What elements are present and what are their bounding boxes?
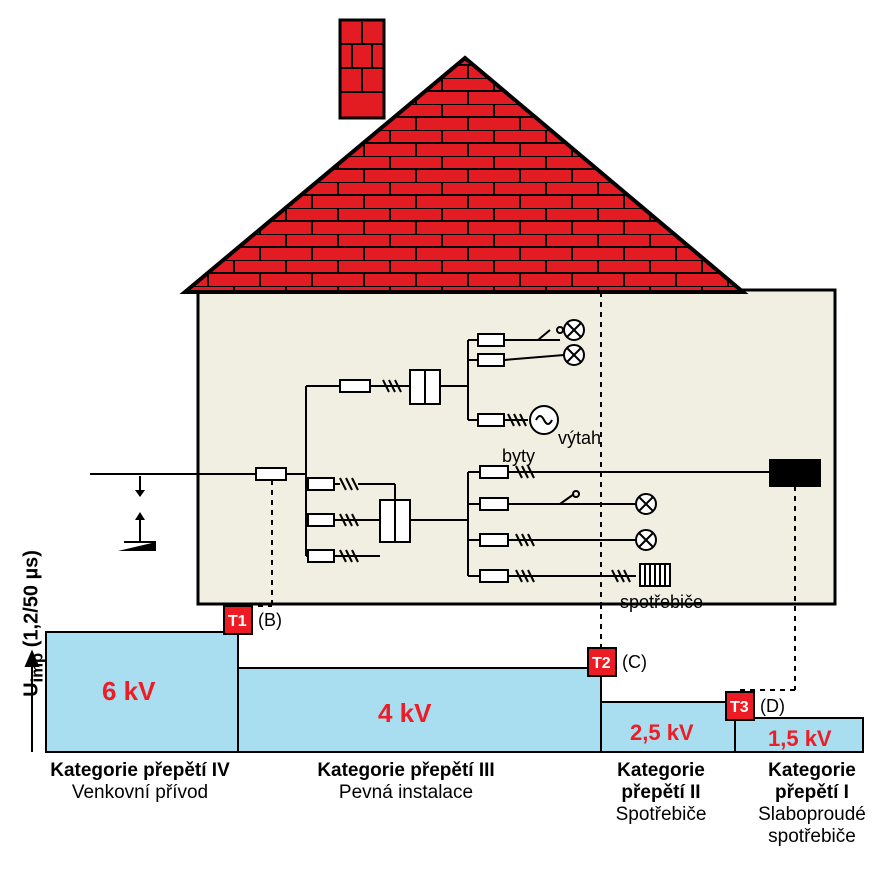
roof [185,58,743,292]
category-2: Kategorie přepětí II Spotřebiče [586,760,736,826]
category-1: Kategorie přepětí I Slaboproudé spotřebi… [732,760,892,848]
kv-label-4: 4 kV [378,698,432,728]
label-byty: byty [502,446,535,466]
y-axis-label: Uimp (1,2/50 µs) [21,534,48,714]
category-3: Kategorie přepětí III Pevná instalace [246,760,566,804]
svg-text:(D): (D) [760,696,785,716]
marker-t1: T1 (B) [224,606,282,634]
svg-text:(C): (C) [622,652,647,672]
marker-t2: T2 (C) [588,648,647,676]
svg-text:T1: T1 [228,613,247,630]
svg-text:(B): (B) [258,610,282,630]
diagram-svg: výtah byty spotřebiče 6 kV 4 kV 2,5 kV 1… [0,0,896,871]
svg-text:T2: T2 [592,655,611,672]
kv-label-6: 6 kV [102,676,156,706]
overvoltage-categories-diagram: výtah byty spotřebiče 6 kV 4 kV 2,5 kV 1… [0,0,896,871]
label-spotrebice: spotřebiče [620,592,703,612]
chimney [340,20,384,118]
kv-label-1-5: 1,5 kV [768,726,832,751]
external-supply [90,474,198,551]
label-vytah: výtah [558,428,601,448]
marker-t3: T3 (D) [726,692,785,720]
kv-label-2-5: 2,5 kV [630,720,694,745]
svg-text:T3: T3 [730,699,749,716]
category-4: Kategorie přepětí IV Venkovní přívod [30,760,250,804]
